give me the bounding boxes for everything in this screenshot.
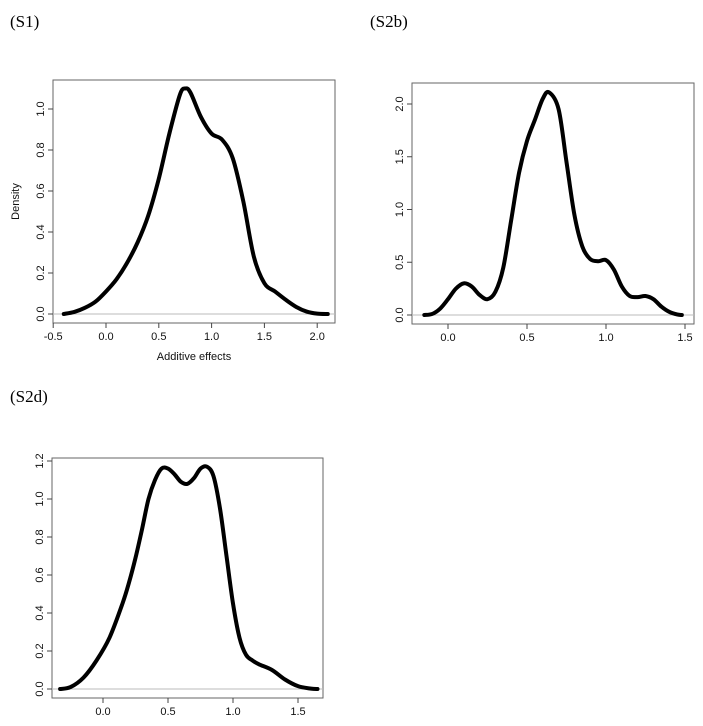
y-tick-label: 0.6 — [34, 567, 46, 582]
y-tick: 0.4 — [34, 605, 52, 621]
x-tick: 1.0 — [225, 698, 241, 718]
y-tick-label: 0.2 — [35, 265, 47, 280]
panel-label-s2d: (S2d) — [10, 387, 48, 406]
y-tick-label: 0.8 — [35, 142, 47, 157]
y-tick: 0.6 — [35, 183, 53, 199]
density-curve — [61, 86, 330, 316]
y-tick: 0.4 — [35, 224, 53, 240]
y-tick: 0.0 — [35, 306, 53, 322]
x-tick: 0.5 — [160, 698, 176, 718]
density-plot-2: 0.0 0.5 1.0 1.5 0.0 0.5 1.0 1.5 2.0 — [394, 82, 695, 344]
y-tick-label: 1.0 — [35, 101, 47, 116]
y-tick-label: 1.0 — [34, 491, 46, 506]
y-tick-label: 0.0 — [34, 681, 46, 696]
y-tick-label: 0.8 — [34, 529, 46, 544]
y-tick-label: 0.4 — [34, 605, 46, 620]
x-tick: 1.0 — [598, 324, 614, 344]
plot-frame — [52, 79, 336, 324]
y-tick: 0.2 — [35, 265, 53, 281]
x-tick-label: 0.0 — [98, 331, 113, 343]
y-tick: 1.0 — [34, 491, 52, 507]
y-tick-label: 0.2 — [34, 643, 46, 658]
y-tick-label: 0.4 — [35, 224, 47, 239]
y-tick: 1.0 — [35, 101, 53, 117]
y-tick-label: 0.6 — [35, 183, 47, 198]
panel-label-s1: (S1) — [10, 12, 40, 31]
density-curve — [422, 89, 684, 317]
y-tick: 0.2 — [34, 643, 52, 659]
y-tick-label: 0.5 — [394, 255, 406, 270]
x-tick-label: 1.0 — [598, 332, 613, 344]
x-tick: -0.5 — [44, 323, 63, 343]
y-tick: 0.0 — [394, 307, 412, 323]
x-tick-label: 0.5 — [151, 331, 166, 343]
y-tick-label: 1.0 — [394, 202, 406, 217]
y-tick: 1.5 — [394, 149, 412, 164]
x-tick-label: 0.0 — [95, 706, 110, 718]
x-tick-label: -0.5 — [44, 331, 63, 343]
x-tick-label: 1.5 — [677, 332, 692, 344]
x-tick: 1.5 — [257, 323, 272, 343]
x-tick: 0.5 — [151, 323, 166, 343]
x-tick-label: 2.0 — [310, 331, 325, 343]
y-tick: 0.8 — [35, 142, 53, 158]
density-plot-1: -0.5 0.0 0.5 1.0 1.5 2.0 0.0 0.2 0.4 0.6 0.8 1.0 Add… — [10, 79, 336, 363]
x-tick: 0.0 — [95, 698, 111, 718]
y-tick: 2.0 — [394, 96, 412, 112]
x-tick-label: 0.5 — [519, 332, 534, 344]
x-tick: 0.0 — [440, 324, 456, 344]
plot-frame — [51, 457, 324, 699]
density-curve — [58, 464, 320, 691]
x-tick-label: 1.5 — [257, 331, 272, 343]
panel-label-s2b: (S2b) — [370, 12, 408, 31]
plot-frame — [411, 82, 695, 325]
x-tick: 1.5 — [290, 698, 306, 718]
x-tick: 1.5 — [677, 324, 693, 344]
x-tick-label: 0.0 — [440, 332, 455, 344]
y-tick-label: 2.0 — [394, 96, 406, 111]
y-tick: 0.6 — [34, 567, 52, 583]
y-tick: 1.2 — [34, 453, 52, 469]
y-tick-label: 1.2 — [34, 453, 46, 468]
y-tick-label: 0.0 — [394, 307, 406, 322]
x-tick-label: 1.5 — [290, 706, 305, 718]
x-tick-label: 1.0 — [225, 706, 240, 718]
x-axis-label: Additive effects — [157, 351, 232, 363]
y-tick-label: 0.0 — [35, 306, 47, 321]
x-tick: 0.5 — [519, 324, 535, 344]
density-plot-3: 0.0 0.5 1.0 1.5 0.0 0.2 0.4 0.6 0.8 1.0 1.2 — [34, 453, 324, 718]
y-tick-label: 1.5 — [394, 149, 406, 164]
y-axis-label: Density — [10, 183, 22, 220]
y-tick: 1.0 — [394, 202, 412, 217]
y-tick: 0.5 — [394, 255, 412, 270]
x-tick: 0.0 — [98, 323, 114, 343]
x-tick-label: 0.5 — [160, 706, 175, 718]
x-tick: 1.0 — [204, 323, 219, 343]
y-tick: 0.8 — [34, 529, 52, 545]
x-tick: 2.0 — [310, 323, 325, 343]
y-tick: 0.0 — [34, 681, 52, 697]
x-tick-label: 1.0 — [204, 331, 219, 343]
